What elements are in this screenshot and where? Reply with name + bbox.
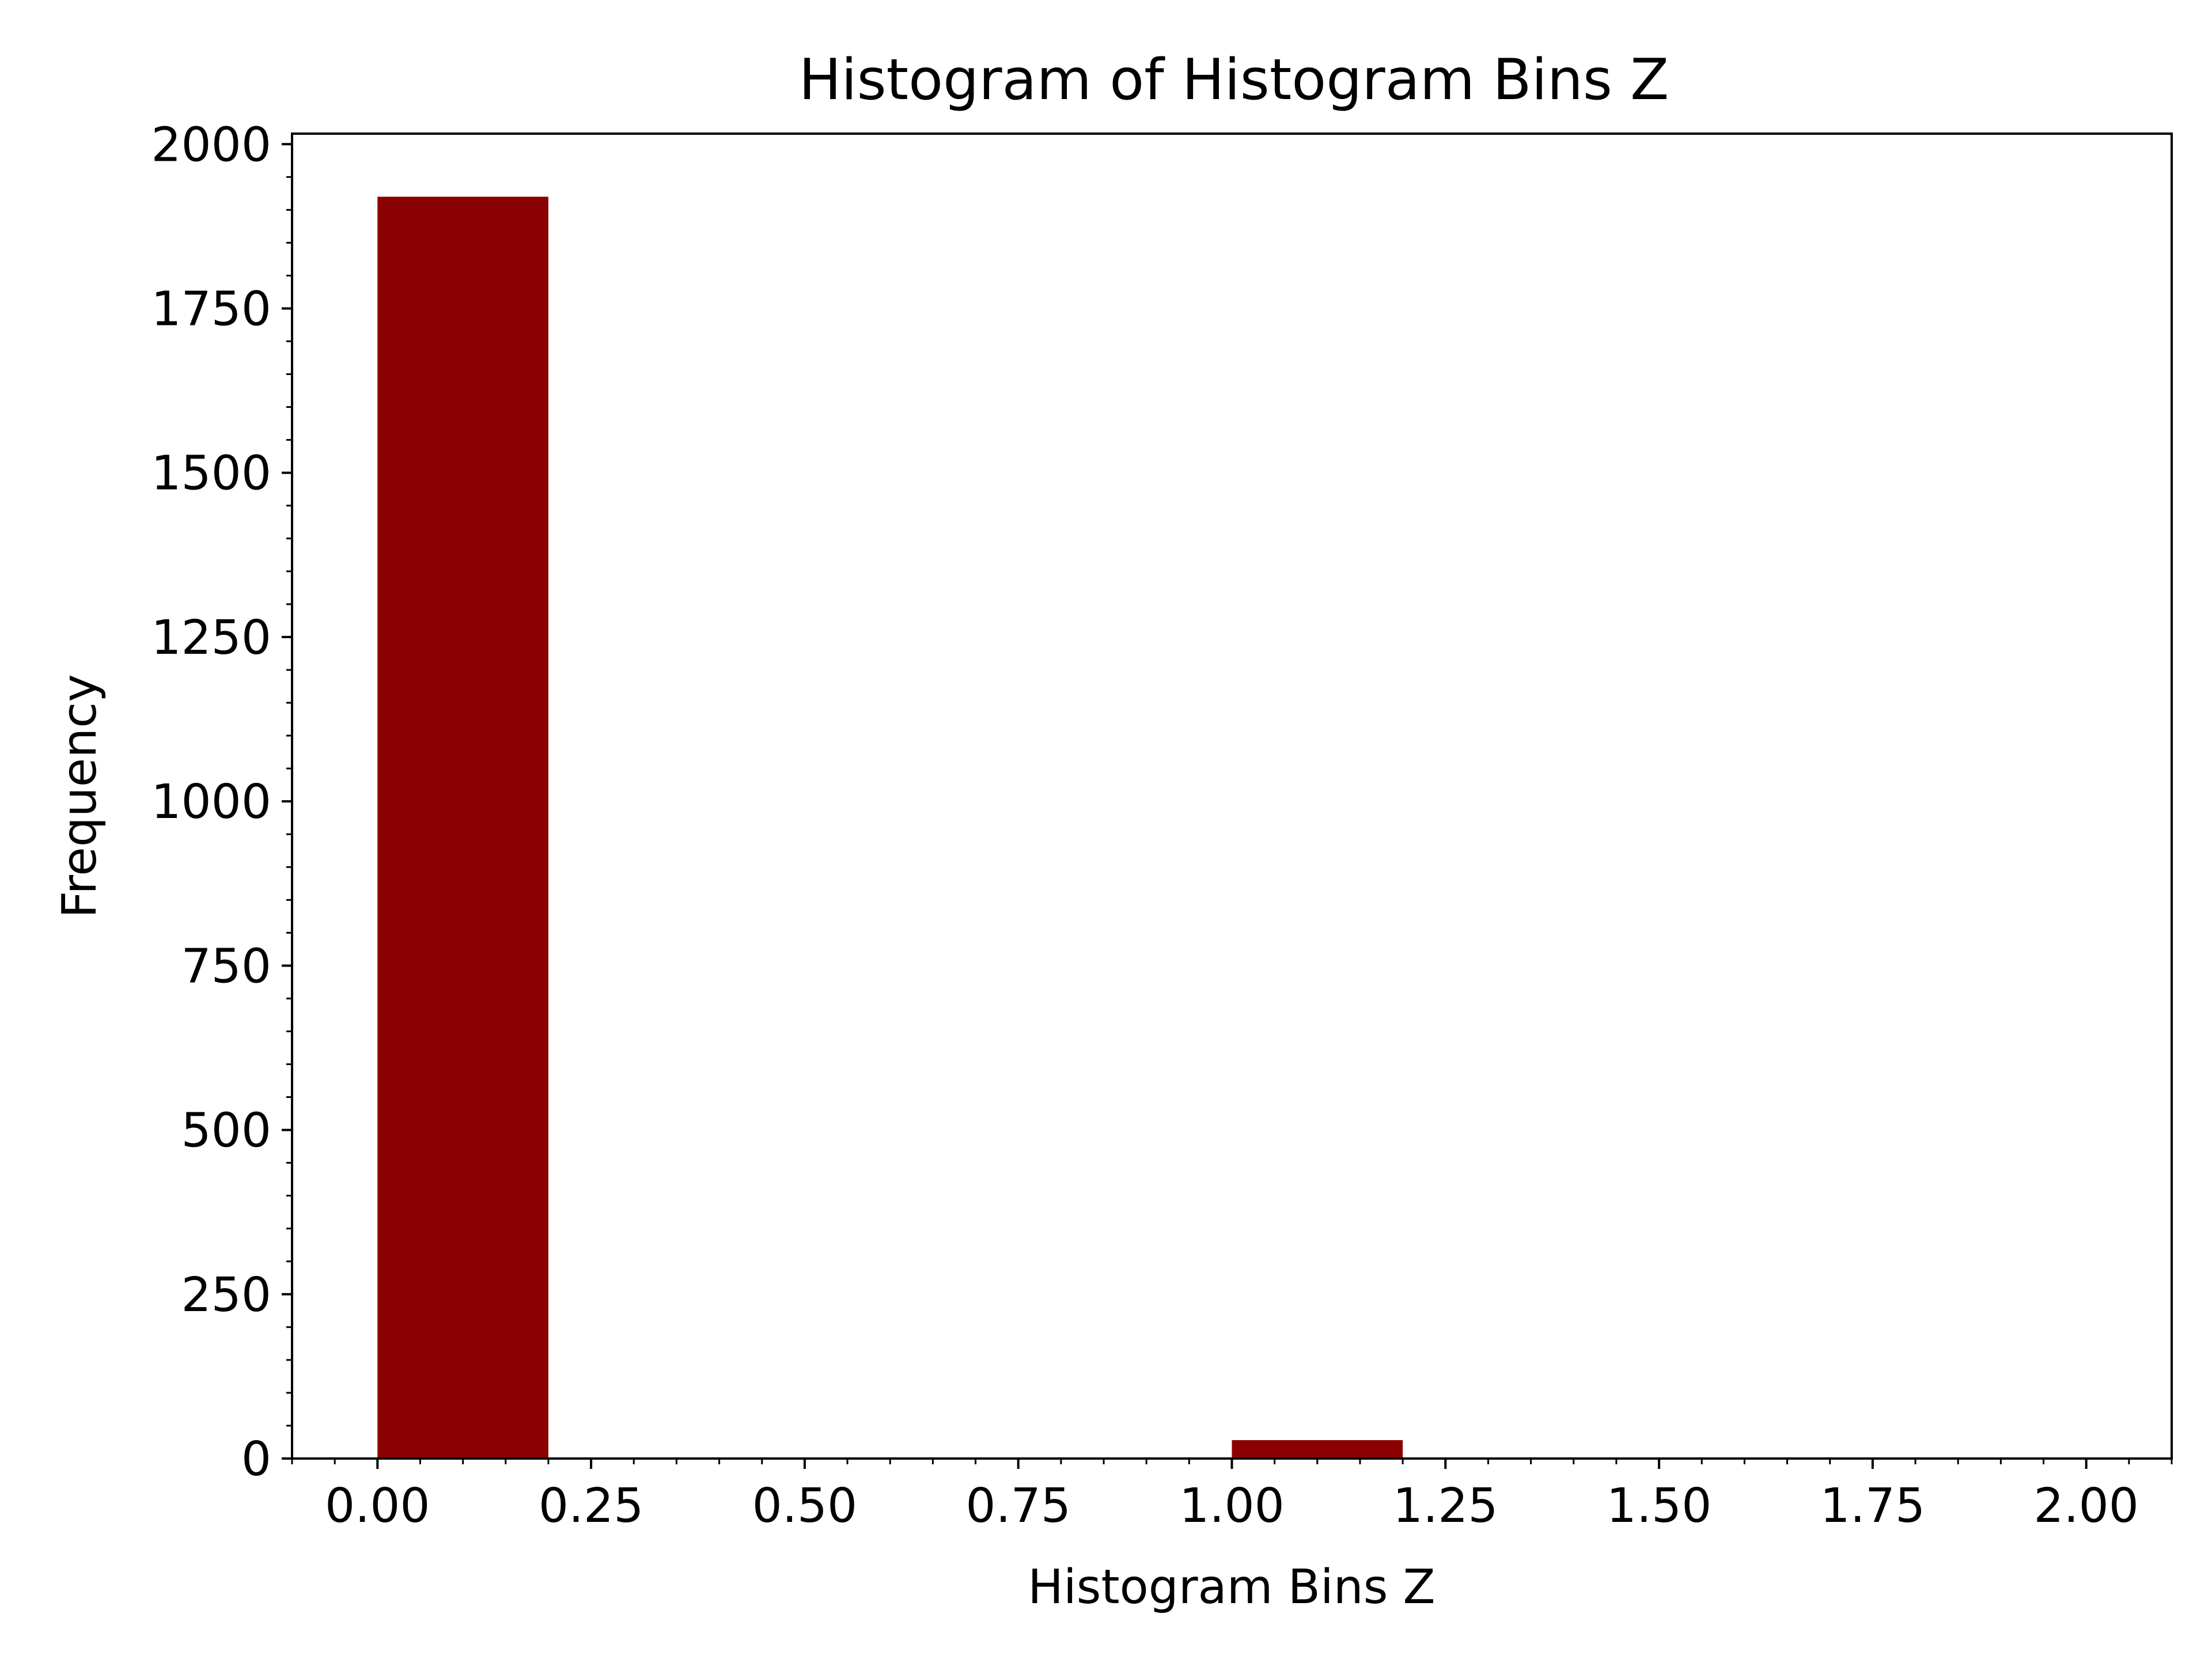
y-tick-label-0: 0 (241, 1432, 271, 1487)
x-tick-label-4: 1.00 (1179, 1479, 1285, 1533)
x-tick-label-6: 1.50 (1607, 1479, 1712, 1533)
y-tick-label-1: 250 (181, 1268, 271, 1323)
x-tick-label-8: 2.00 (2033, 1479, 2139, 1533)
x-tick-label-1: 0.25 (539, 1479, 644, 1533)
chart-title: Histogram of Histogram Bins Z (799, 47, 1669, 113)
y-tick-label-2: 500 (181, 1104, 271, 1158)
y-tick-label-4: 1000 (151, 775, 271, 830)
x-axis-label: Histogram Bins Z (1028, 1560, 1435, 1615)
plot-frame (291, 132, 2173, 1460)
y-tick-label-8: 2000 (151, 118, 271, 172)
bars-group (377, 196, 1403, 1459)
x-tick-label-7: 1.75 (1820, 1479, 1926, 1533)
y-tick-label-5: 1250 (151, 611, 271, 665)
histogram-bar-0 (377, 196, 548, 1459)
x-tick-label-2: 0.50 (752, 1479, 858, 1533)
x-tick-label-3: 0.75 (965, 1479, 1071, 1533)
x-tick-label-5: 1.25 (1393, 1479, 1498, 1533)
y-tick-label-6: 1500 (151, 446, 271, 501)
x-axis: 0.00 0.25 0.50 0.75 1.00 1.25 1.50 1.75 2.00 (291, 1459, 2173, 1533)
y-tick-label-7: 1750 (151, 282, 271, 336)
histogram-bar-5 (1232, 1440, 1403, 1459)
y-axis-label: Frequency (52, 674, 107, 918)
x-tick-label-0: 0.00 (325, 1479, 430, 1533)
y-tick-label-3: 750 (181, 939, 271, 994)
